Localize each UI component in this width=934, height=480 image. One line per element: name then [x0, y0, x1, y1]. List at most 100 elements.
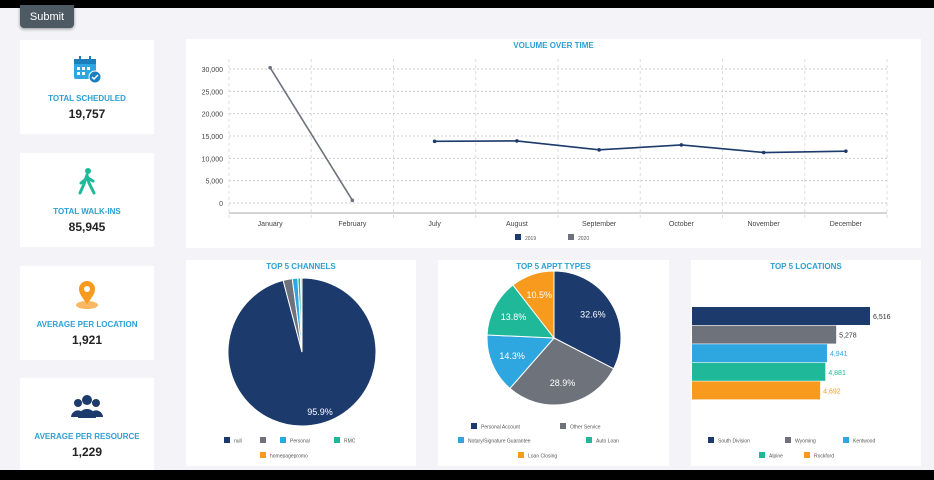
y-tick-label: 10,000 — [202, 156, 224, 163]
x-tick-label: November — [747, 221, 780, 228]
pie-slice — [509, 337, 615, 406]
y-tick-label: 0 — [219, 201, 223, 208]
x-tick-label: August — [506, 221, 528, 228]
legend-label: RMC — [344, 439, 356, 445]
slice-label: 28.9% — [550, 378, 576, 388]
bar-value-label: 4,692 — [823, 388, 841, 395]
chart-title: VOLUME OVER TIME — [513, 41, 594, 50]
submit-button[interactable]: Submit — [20, 5, 74, 28]
top-appt-types-chart: 32.6% 28.9% 14.3% 13.8% 10.5% Personal Accoun… — [438, 260, 669, 466]
legend-label: Alpine — [769, 454, 783, 460]
bar-chart-svg: 6,516 5,278 4,941 4,881 4,692 South Division W… — [692, 307, 891, 460]
pie-slice — [553, 270, 622, 370]
kpi-total-walkins: TOTAL WALK-INS 85,945 — [20, 153, 154, 247]
pie-slice — [486, 334, 556, 390]
volume-over-time-chart: 0 5,000 10,000 15,000 20,000 25,000 30,000 Janu… — [186, 39, 921, 248]
chart-title: TOP 5 APPT TYPES — [516, 262, 591, 271]
bottom-bar — [0, 470, 934, 480]
slice-label: 32.6% — [580, 309, 606, 319]
bar-value-label: 5,278 — [839, 333, 857, 340]
top-channels-chart: 95.9% null Personal RMC homepagepromo TOP 5 … — [186, 260, 416, 466]
slice-label: 95.9% — [307, 407, 333, 417]
pie-slice — [512, 270, 555, 340]
legend-label: Other Service — [570, 425, 601, 431]
legend-label: Kentwood — [853, 439, 875, 445]
data-point — [515, 139, 519, 143]
top-bar — [0, 0, 934, 8]
bar-south-division — [692, 307, 870, 325]
bar-kentwood — [692, 344, 827, 363]
data-point — [761, 150, 766, 155]
kpi-label: AVERAGE PER RESOURCE — [34, 432, 140, 441]
legend-swatch — [560, 423, 566, 429]
legend-swatch — [518, 452, 524, 458]
legend-swatch — [586, 437, 592, 443]
y-tick-label: 15,000 — [202, 134, 224, 141]
pie-chart-svg: 32.6% 28.9% 14.3% 13.8% 10.5% Personal Accoun… — [458, 270, 622, 460]
legend-label: Personal Account — [481, 425, 521, 431]
legend-swatch — [804, 452, 810, 458]
pie-slice — [486, 284, 556, 339]
pie-chart-svg: 95.9% null Personal RMC homepagepromo — [224, 277, 377, 460]
bar-alpine — [692, 362, 826, 381]
kpi-label: TOTAL WALK-INS — [53, 207, 121, 216]
legend-swatch — [843, 437, 849, 443]
legend-label: Wyoming — [795, 439, 816, 445]
legend-swatch — [785, 437, 791, 443]
legend-swatch — [260, 452, 266, 458]
data-point — [844, 149, 848, 153]
y-tick-label: 25,000 — [202, 89, 224, 96]
x-tick-label: December — [830, 221, 863, 228]
map-pin-icon — [20, 278, 154, 312]
line-chart-svg: 0 5,000 10,000 15,000 20,000 25,000 30,000 Janu… — [202, 59, 888, 242]
legend-label: Auto Loan — [596, 439, 619, 445]
kpi-average-per-location: AVERAGE PER LOCATION 1,921 — [20, 266, 154, 360]
x-tick-label: February — [338, 221, 367, 228]
data-point — [350, 198, 355, 203]
legend-label: Notary/Signature Guarantee — [468, 439, 531, 445]
kpi-value: 1,921 — [71, 333, 103, 347]
top-locations-chart: 6,516 5,278 4,941 4,881 4,692 South Division W… — [691, 260, 921, 466]
bar-wyoming — [692, 325, 837, 344]
y-tick-label: 5,000 — [205, 179, 223, 186]
legend-label: Personal — [290, 439, 310, 445]
legend-swatch — [458, 437, 464, 443]
legend-swatch — [334, 437, 340, 443]
kpi-label: TOTAL SCHEDULED — [48, 94, 126, 103]
kpi-value: 85,945 — [68, 220, 106, 234]
data-point — [268, 65, 272, 70]
data-point — [597, 148, 601, 152]
legend-swatch — [708, 437, 714, 443]
chart-title: TOP 5 CHANNELS — [266, 262, 336, 271]
kpi-value: 1,229 — [71, 445, 103, 459]
legend-label: Loan Closing — [528, 454, 557, 460]
x-tick-label: January — [258, 221, 283, 228]
legend-swatch — [568, 234, 574, 240]
legend-label: null — [234, 439, 242, 445]
legend-label: 2019 — [525, 236, 536, 242]
y-tick-label: 30,000 — [202, 67, 224, 74]
legend-swatch — [515, 234, 521, 240]
bar-value-label: 6,516 — [873, 314, 891, 321]
slice-label: 14.3% — [499, 351, 525, 361]
pie-slice — [300, 277, 303, 353]
legend-swatch — [260, 437, 266, 443]
legend-label: 2020 — [578, 236, 589, 242]
data-point — [432, 139, 437, 144]
data-point — [679, 143, 684, 147]
x-tick-label: July — [428, 221, 441, 228]
bar-value-label: 4,941 — [830, 351, 848, 358]
legend-label: South Division — [718, 439, 750, 445]
slice-label: 13.8% — [501, 312, 527, 322]
x-tick-label: September — [582, 221, 617, 228]
kpi-average-per-resource: AVERAGE PER RESOURCE 1,229 — [20, 378, 154, 472]
kpi-value: 19,757 — [68, 107, 106, 121]
calendar-check-icon — [20, 52, 154, 86]
legend-swatch — [224, 437, 230, 443]
series-line-2019 — [434, 140, 846, 154]
legend-swatch — [759, 452, 765, 458]
legend-label: homepagepromo — [270, 454, 308, 460]
bar-rockford — [692, 381, 821, 400]
series-line-2020 — [269, 67, 354, 201]
bar-value-label: 4,881 — [828, 370, 846, 377]
